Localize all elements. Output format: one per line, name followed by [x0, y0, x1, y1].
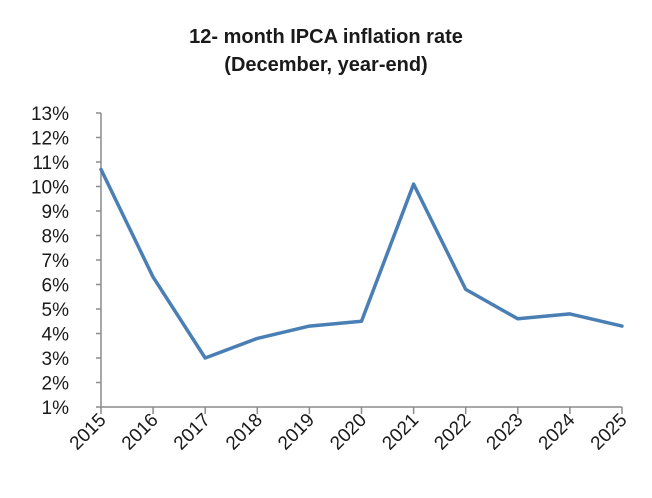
y-tick-label: 9% — [42, 202, 70, 223]
series-line — [99, 167, 624, 360]
x-tick-label: 2016 — [118, 410, 163, 455]
x-tick-label: 2017 — [170, 410, 215, 455]
y-tick-label: 8% — [42, 227, 70, 248]
chart-title: 12- month IPCA inflation rate — [189, 26, 463, 48]
x-tick-label: 2024 — [535, 409, 580, 454]
y-tick-label: 4% — [42, 325, 70, 346]
x-tick-label: 2021 — [378, 410, 423, 455]
y-tick-label: 12% — [31, 129, 69, 150]
y-tick-label: 3% — [42, 349, 70, 370]
y-tick-label: 13% — [31, 104, 69, 125]
y-tick-label: 10% — [31, 178, 69, 199]
x-tick-label: 2019 — [274, 410, 319, 455]
y-tick-label: 1% — [42, 398, 70, 419]
y-tick-label: 2% — [42, 374, 70, 395]
chart-subtitle: (December, year-end) — [224, 54, 428, 76]
y-tick-label: 7% — [42, 251, 70, 272]
x-tick-label: 2020 — [326, 410, 371, 455]
x-tick-label: 2025 — [587, 410, 632, 455]
x-tick-label: 2022 — [430, 410, 475, 455]
x-tick-label: 2018 — [222, 410, 267, 455]
y-tick-label: 11% — [32, 153, 69, 174]
x-tick-label: 2015 — [66, 410, 111, 455]
y-tick-label: 6% — [42, 276, 70, 297]
y-tick-label: 5% — [42, 300, 70, 321]
x-tick-label: 2023 — [483, 410, 528, 455]
